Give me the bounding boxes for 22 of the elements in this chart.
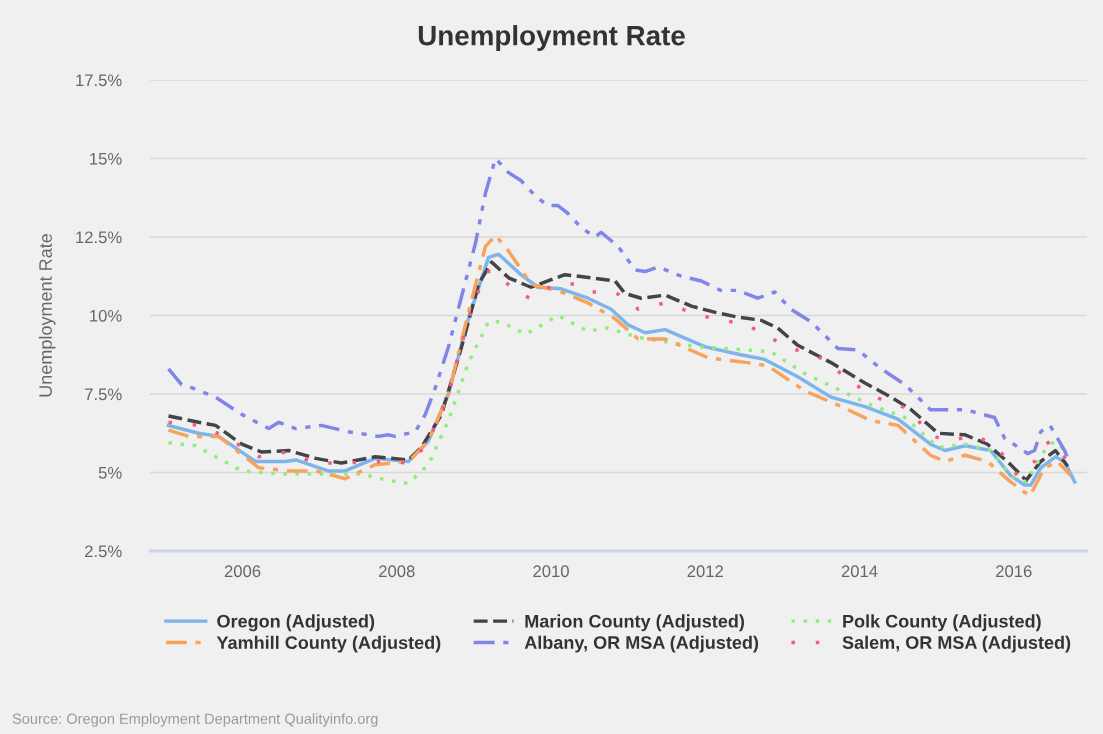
chart-title: Unemployment Rate [418, 25, 685, 51]
legend-label: Albany, OR MSA (Adjusted) [524, 635, 759, 653]
y-tick-label: 5% [98, 466, 122, 479]
legend-label: Marion County (Adjusted) [525, 614, 745, 632]
legend-label: Salem, OR MSA (Adjusted) [842, 635, 1071, 653]
legend-label: Yamhill County (Adjusted) [216, 635, 441, 653]
y-tick-label: 17.5% [76, 74, 122, 87]
source-note: Source: Oregon Employment Department Qualityinfo.org [12, 713, 378, 727]
x-tick-label: 2006 [224, 565, 261, 578]
x-tick-label: 2008 [379, 565, 415, 578]
legend-label: Polk County (Adjusted) [843, 614, 1041, 632]
x-tick-label: 2012 [687, 565, 723, 578]
y-tick-label: 15% [90, 152, 122, 165]
y-tick-label: 7.5% [85, 388, 122, 401]
x-tick-label: 2014 [841, 565, 878, 578]
y-tick-label: 2.5% [85, 545, 122, 558]
x-tick-label: 2016 [996, 565, 1032, 578]
y-tick-label: 12.5% [76, 231, 122, 244]
y-axis-title: Unemployment Rate [38, 234, 56, 397]
y-tick-label: 10% [90, 309, 122, 322]
legend-label: Oregon (Adjusted) [217, 614, 375, 632]
x-tick-label: 2010 [533, 565, 569, 578]
